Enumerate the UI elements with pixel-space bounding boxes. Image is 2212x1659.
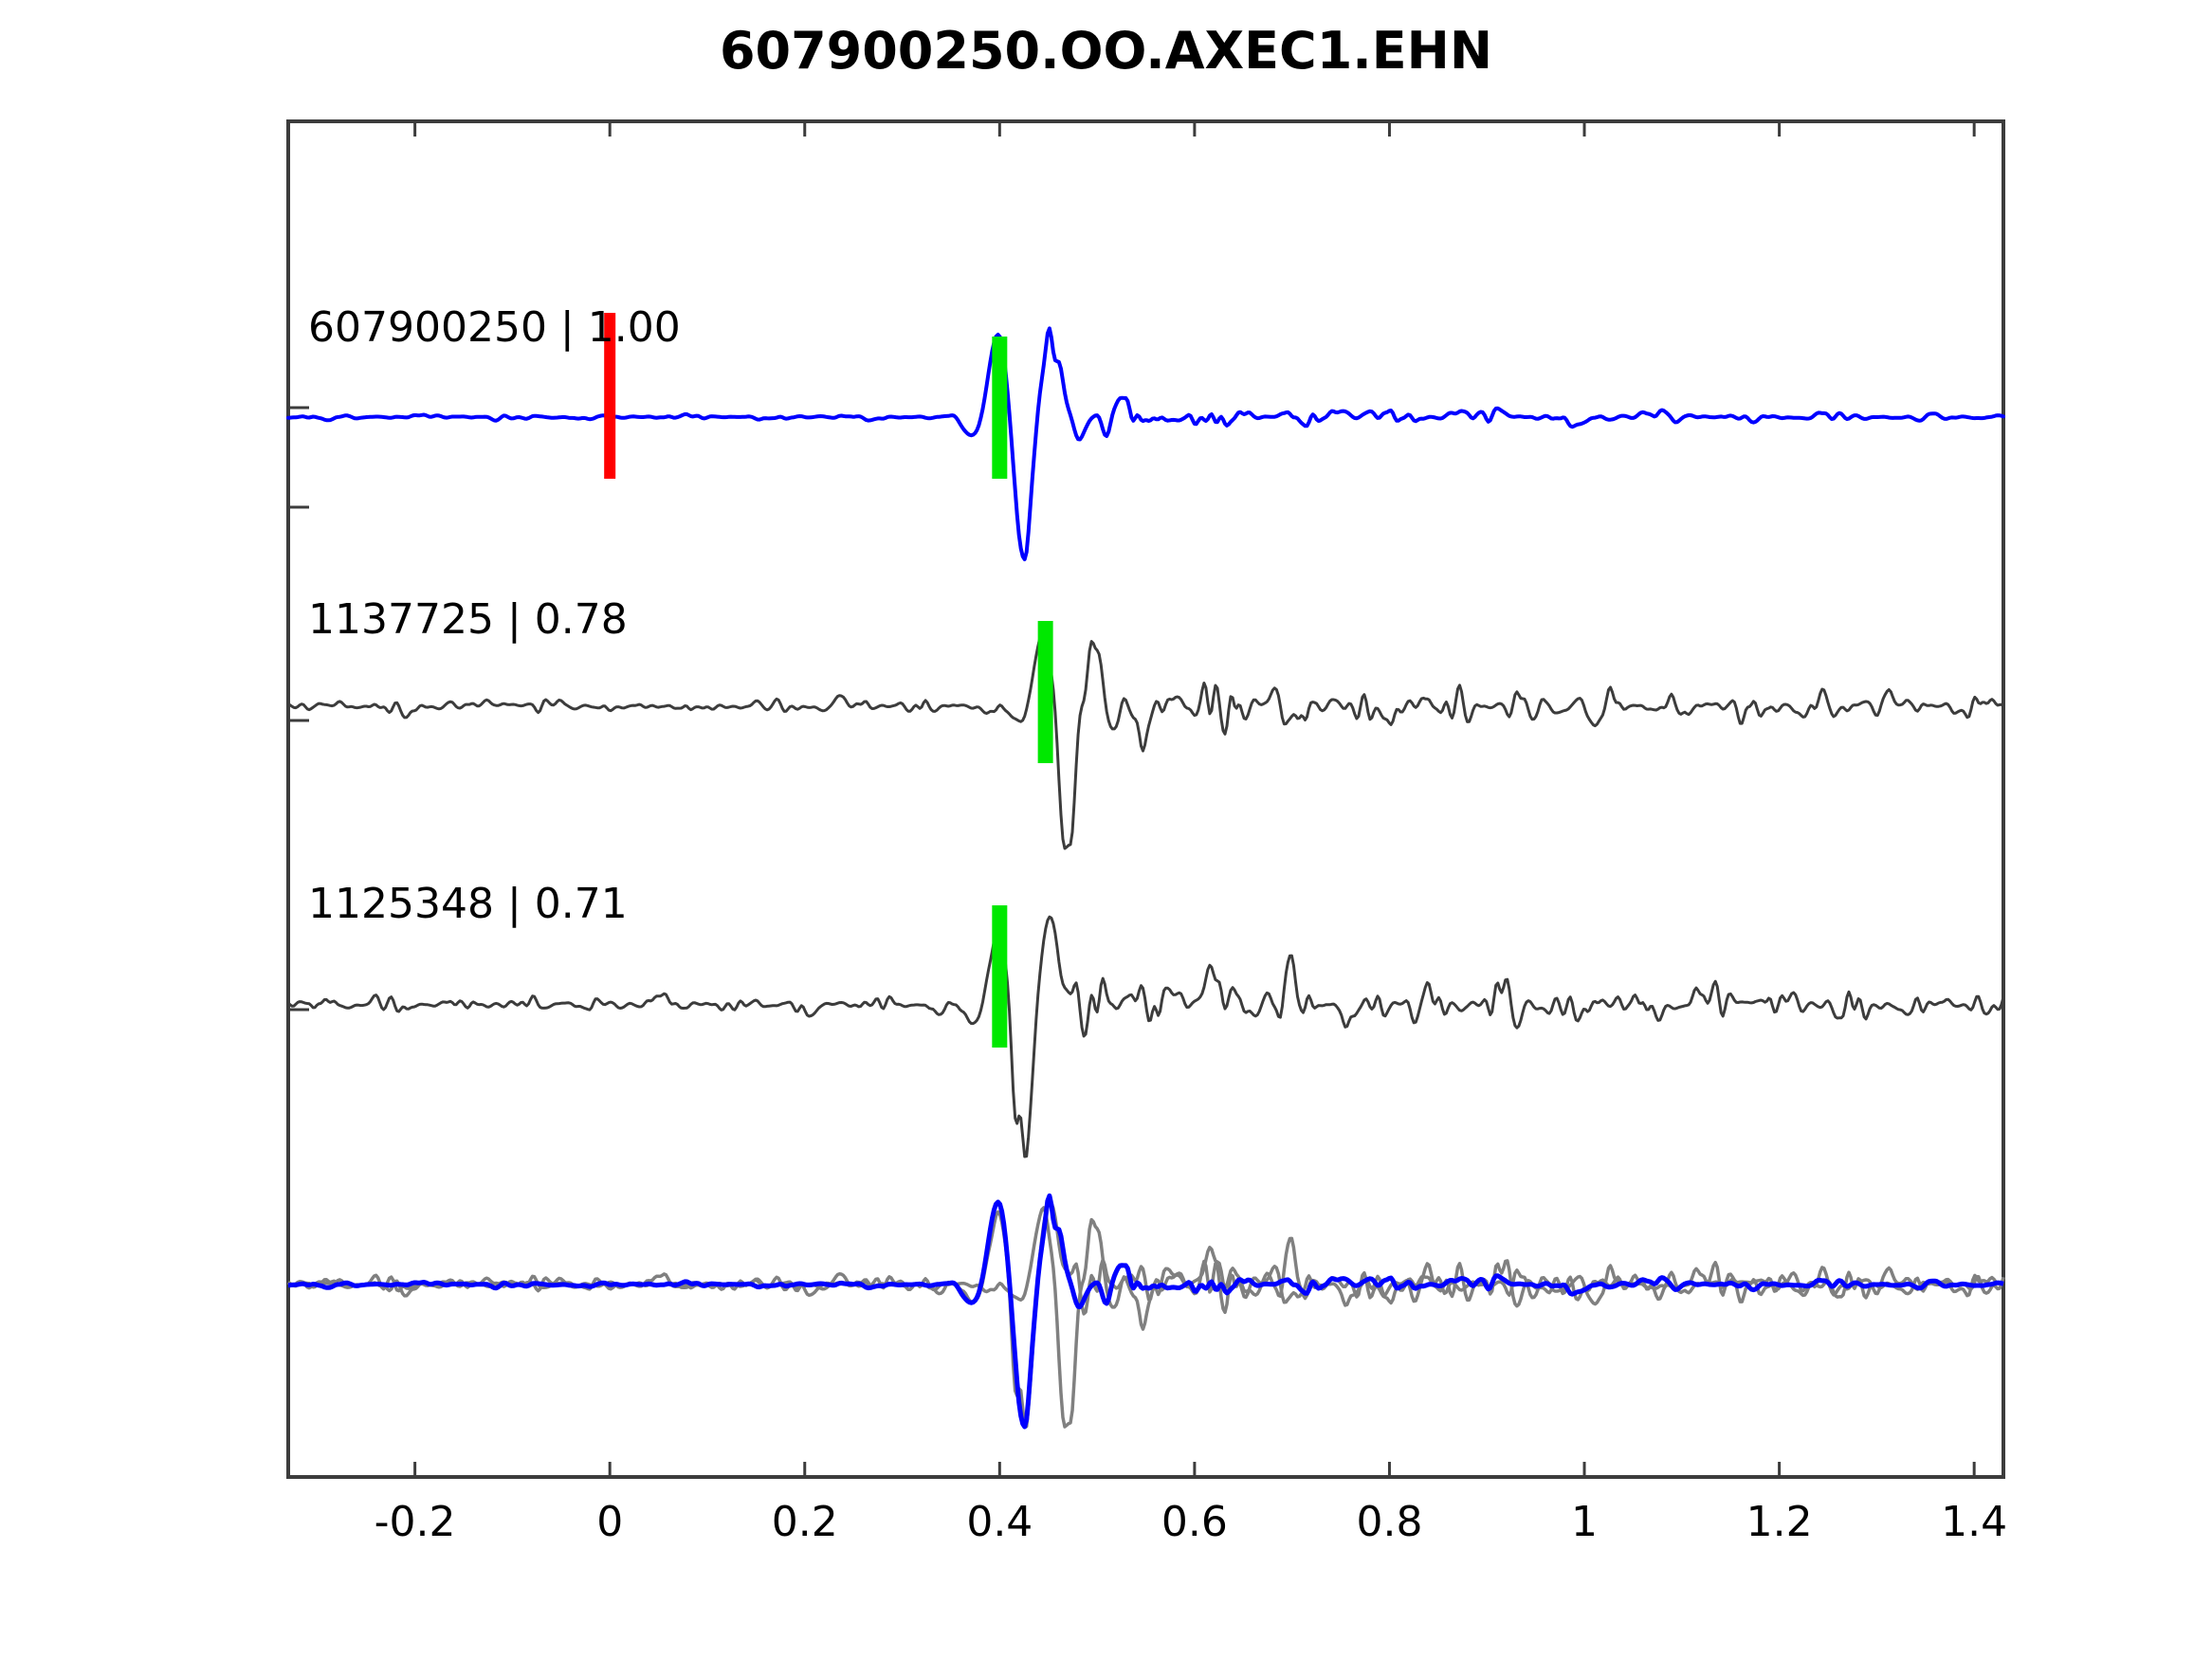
trace-label-1125348: 1125348 | 0.71 xyxy=(308,880,628,928)
x-tick-label-2: 0.2 xyxy=(771,1498,838,1546)
waveform-traces xyxy=(286,326,2005,1430)
axes-frame xyxy=(286,119,2005,1479)
figure-title: 607900250.OO.AXEC1.EHN xyxy=(719,21,1493,81)
x-tick-label-4: 0.6 xyxy=(1161,1498,1228,1546)
trace-label-1137725: 1137725 | 0.78 xyxy=(308,595,628,644)
x-tick-label-1: 0 xyxy=(596,1498,624,1546)
x-tick-label-6: 1 xyxy=(1571,1498,1599,1546)
x-tick-label-0: -0.2 xyxy=(374,1498,456,1546)
x-tick-label-8: 1.4 xyxy=(1941,1498,2008,1546)
x-tick-label-3: 0.4 xyxy=(966,1498,1033,1546)
x-tick-label-5: 0.8 xyxy=(1356,1498,1423,1546)
pick-markers xyxy=(604,313,1053,1048)
x-tick-label-7: 1.2 xyxy=(1746,1498,1813,1546)
trace-label-607900250: 607900250 | 1.00 xyxy=(308,303,681,352)
